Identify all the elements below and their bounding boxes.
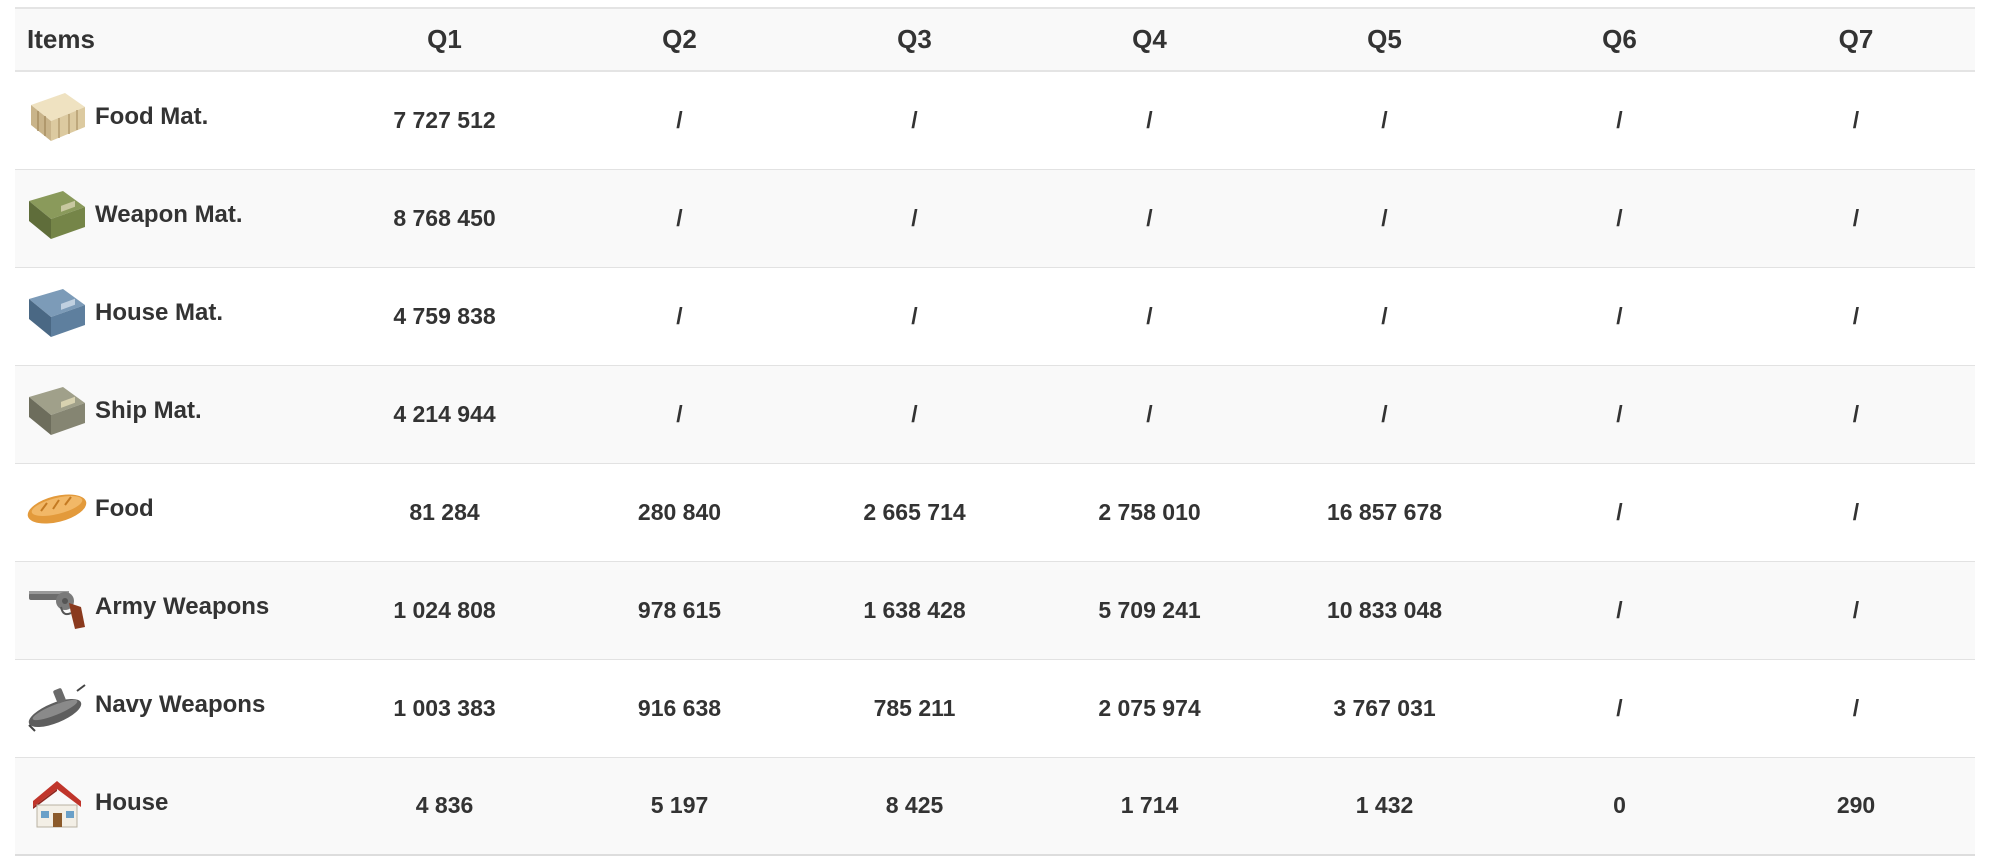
q7-value: /	[1852, 498, 1860, 525]
q4-value: 5 709 241	[1098, 596, 1201, 623]
q6-value: /	[1616, 498, 1623, 525]
q5-value: /	[1381, 106, 1388, 133]
item-name: House	[95, 788, 169, 816]
q5-value: /	[1381, 302, 1388, 329]
q1-value: 4 214 944	[393, 400, 496, 427]
weapon-materials-crate-icon	[25, 185, 89, 245]
column-header-q4: Q4	[1032, 7, 1267, 72]
q2-value: /	[676, 400, 683, 427]
table-row: Food Mat. 7 727 512 / / / / / /	[15, 71, 1975, 169]
item-name: Ship Mat.	[95, 397, 202, 424]
q6-value: /	[1616, 204, 1623, 231]
q1-value: 1 024 808	[393, 596, 496, 623]
column-header-items: Items	[15, 7, 327, 72]
q4-value: 1 714	[1120, 792, 1179, 819]
q7-value: /	[1852, 694, 1860, 721]
q4-value: /	[1146, 106, 1153, 133]
column-header-q1: Q1	[327, 7, 562, 72]
q1-value: 7 727 512	[393, 106, 496, 133]
house-icon	[25, 773, 89, 833]
q3-value: /	[911, 106, 918, 133]
q2-value: /	[676, 204, 683, 231]
item-cell: Food	[15, 463, 327, 561]
q2-value: 280 840	[637, 498, 722, 525]
item-name: Food	[95, 495, 154, 522]
q1-value: 4 759 838	[393, 302, 496, 329]
q1-value: 1 003 383	[393, 694, 496, 721]
q3-value: 785 211	[873, 694, 956, 721]
q4-value: 2 075 974	[1098, 694, 1201, 721]
q5-value: /	[1381, 204, 1388, 231]
item-name: Food Mat.	[95, 103, 209, 131]
q5-value: /	[1381, 400, 1388, 427]
q7-value: /	[1852, 106, 1860, 133]
item-cell: Ship Mat.	[15, 365, 327, 463]
q2-value: 916 638	[637, 694, 722, 721]
q2-value: /	[676, 302, 683, 329]
item-name: Navy Weapons	[95, 691, 266, 718]
food-materials-crate-icon	[25, 87, 89, 147]
q3-value: 1 638 428	[863, 596, 966, 623]
table-row: House 4 836 5 197 8 425 1 714 1 432 0 29…	[15, 757, 1975, 855]
q4-value: 2 758 010	[1098, 498, 1201, 525]
q3-value: /	[911, 400, 918, 427]
q7-value: 290	[1836, 792, 1876, 819]
q7-value: /	[1852, 400, 1860, 427]
q5-value: 10 833 048	[1326, 596, 1443, 623]
ship-materials-crate-icon	[25, 381, 89, 441]
q4-value: /	[1146, 400, 1153, 427]
table-header-row: Items Q1 Q2 Q3 Q4 Q5 Q6 Q7	[15, 7, 1975, 72]
column-header-q2: Q2	[562, 7, 797, 72]
q2-value: 978 615	[637, 596, 722, 623]
q6-value: /	[1616, 694, 1623, 721]
submarine-icon	[25, 675, 89, 735]
q6-value: 0	[1613, 792, 1626, 819]
revolver-icon	[25, 577, 89, 637]
q3-value: /	[911, 204, 918, 231]
q2-value: /	[676, 106, 683, 133]
q3-value: 8 425	[885, 792, 944, 819]
item-name: Weapon Mat.	[95, 201, 243, 228]
q3-value: 2 665 714	[863, 498, 966, 525]
items-table-container: Items Q1 Q2 Q3 Q4 Q5 Q6 Q7	[15, 7, 1975, 856]
column-header-q5: Q5	[1267, 7, 1502, 72]
bread-icon	[25, 479, 89, 539]
table-row: Weapon Mat. 8 768 450 / / / / / /	[15, 169, 1975, 267]
table-row: House Mat. 4 759 838 / / / / / /	[15, 267, 1975, 365]
q2-value: 5 197	[650, 792, 709, 819]
item-cell: Food Mat.	[15, 71, 327, 169]
column-header-q7: Q7	[1737, 7, 1975, 72]
q1-value: 8 768 450	[393, 204, 496, 231]
q4-value: /	[1146, 204, 1153, 231]
q5-value: 1 432	[1355, 792, 1414, 819]
item-name: Army Weapons	[95, 593, 270, 620]
q6-value: /	[1616, 302, 1623, 329]
table-row: Ship Mat. 4 214 944 / / / / / /	[15, 365, 1975, 463]
table-row: Food 81 284 280 840 2 665 714 2 758 010 …	[15, 463, 1975, 561]
items-table: Items Q1 Q2 Q3 Q4 Q5 Q6 Q7	[15, 7, 1975, 856]
item-name: House Mat.	[95, 299, 224, 326]
q1-value: 81 284	[409, 498, 480, 525]
q5-value: 3 767 031	[1333, 694, 1436, 721]
table-row: Army Weapons 1 024 808 978 615 1 638 428…	[15, 561, 1975, 659]
q7-value: /	[1852, 596, 1860, 623]
item-cell: Weapon Mat.	[15, 169, 327, 267]
house-materials-crate-icon	[25, 283, 89, 343]
item-cell: House	[15, 757, 327, 855]
q1-value: 4 836	[415, 792, 474, 819]
column-header-q6: Q6	[1502, 7, 1737, 72]
q6-value: /	[1616, 596, 1623, 623]
q7-value: /	[1852, 204, 1860, 231]
table-row: Navy Weapons 1 003 383 916 638 785 211 2…	[15, 659, 1975, 757]
q3-value: /	[911, 302, 918, 329]
q5-value: 16 857 678	[1326, 498, 1443, 525]
item-cell: Navy Weapons	[15, 659, 327, 757]
q4-value: /	[1146, 302, 1153, 329]
column-header-q3: Q3	[797, 7, 1032, 72]
q7-value: /	[1852, 302, 1860, 329]
item-cell: House Mat.	[15, 267, 327, 365]
q6-value: /	[1616, 106, 1623, 133]
q6-value: /	[1616, 400, 1623, 427]
item-cell: Army Weapons	[15, 561, 327, 659]
